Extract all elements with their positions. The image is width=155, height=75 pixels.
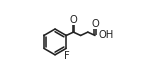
Text: OH: OH [99,30,114,40]
Text: O: O [70,15,77,25]
Text: O: O [91,19,99,29]
Text: F: F [64,51,70,61]
